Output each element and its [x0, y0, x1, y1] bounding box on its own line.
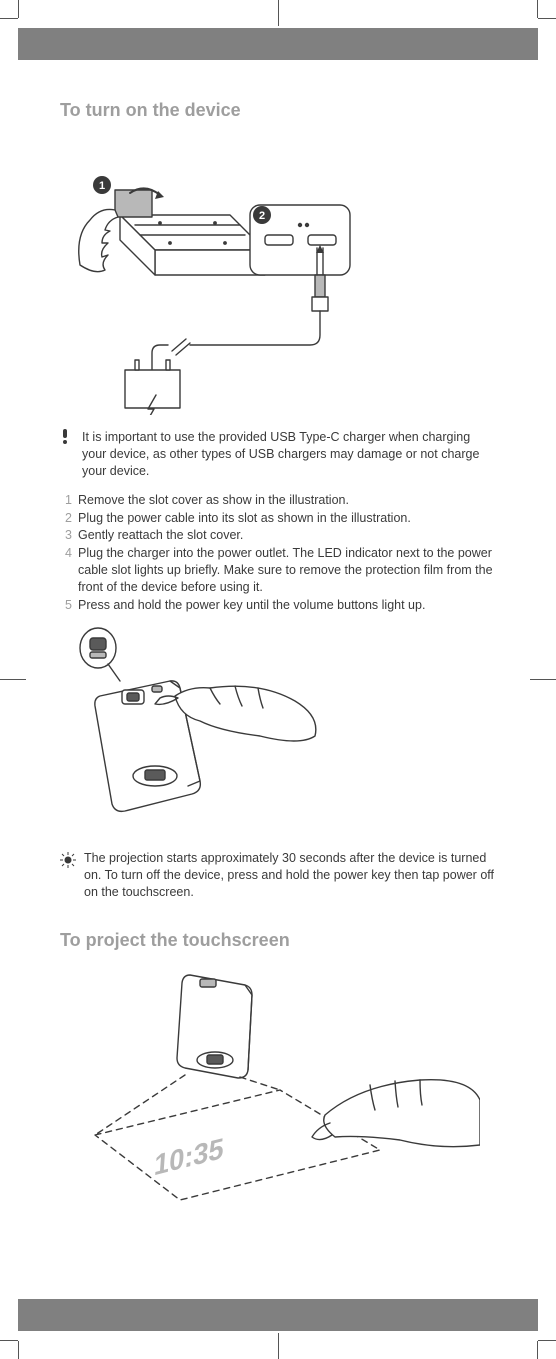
step-text: Gently reattach the slot cover. — [78, 527, 243, 544]
tip-note: The projection starts approximately 30 s… — [60, 850, 496, 901]
step-number: 2 — [60, 510, 72, 527]
warning-text: It is important to use the provided USB … — [82, 429, 496, 480]
step-item: 5 Press and hold the power key until the … — [60, 597, 496, 614]
step-item: 3 Gently reattach the slot cover. — [60, 527, 496, 544]
step-text: Press and hold the power key until the v… — [78, 597, 425, 614]
step-number: 5 — [60, 597, 72, 614]
section1-title: To turn on the device — [60, 100, 496, 121]
step-list: 1 Remove the slot cover as show in the il… — [60, 492, 496, 614]
step-item: 4Plug the charger into the power outlet.… — [60, 545, 496, 596]
footer-bar — [18, 1299, 538, 1331]
page-content: To turn on the device — [60, 70, 496, 1289]
warning-note: It is important to use the provided USB … — [60, 429, 496, 480]
callout-2: 2 — [259, 210, 265, 222]
step-number: 1 — [60, 492, 72, 509]
header-bar — [18, 28, 538, 60]
section2-title: To project the touchscreen — [60, 930, 496, 951]
step-text: Plug the power cable into its slot as sh… — [78, 510, 411, 527]
step-text: Plug the charger into the power outlet. … — [78, 545, 496, 596]
step-number: 4 — [60, 545, 72, 596]
warning-icon — [60, 429, 74, 480]
step-item: 2 Plug the power cable into its slot as s… — [60, 510, 496, 527]
step-item: 1 Remove the slot cover as show in the il… — [60, 492, 496, 509]
illustration-projection: 10:35 — [60, 965, 496, 1215]
tip-text: The projection starts approximately 30 s… — [84, 850, 496, 901]
step-text: Remove the slot cover as show in the ill… — [78, 492, 349, 509]
illustration-charger: 1 2 — [60, 135, 496, 415]
illustration-power-key — [60, 626, 496, 836]
callout-1: 1 — [99, 180, 105, 192]
projection-time-text: 10:35 — [153, 1133, 225, 1183]
step-number: 3 — [60, 527, 72, 544]
tip-icon — [60, 850, 76, 901]
